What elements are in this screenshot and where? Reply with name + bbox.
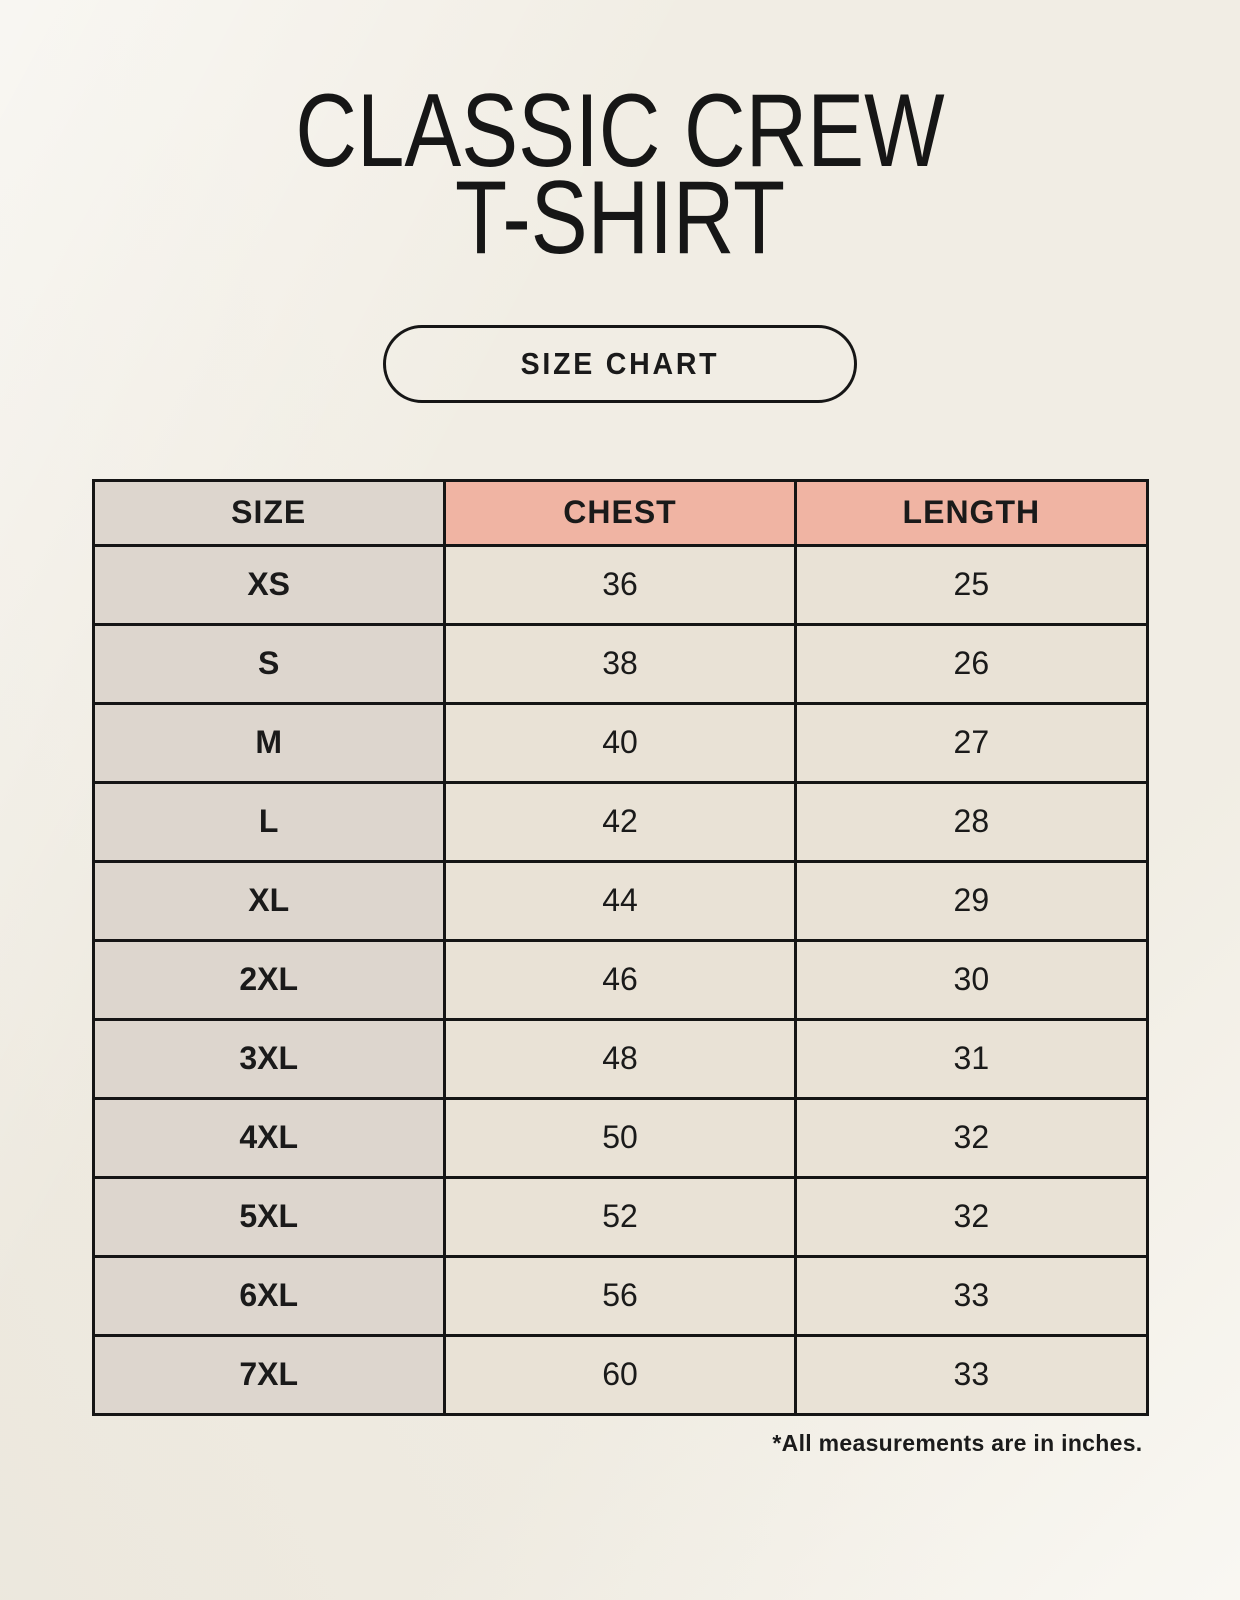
length-cell: 32: [794, 1096, 1149, 1179]
size-cell: 4XL: [91, 1096, 446, 1179]
size-chart-table: SIZE CHEST LENGTH XS 36 25 S 38 26 M 40 …: [91, 478, 1149, 1416]
chest-cell: 50: [442, 1096, 798, 1179]
chest-cell: 40: [442, 701, 798, 784]
size-cell: 7XL: [91, 1333, 446, 1416]
table-row: L 42 28: [91, 780, 1149, 863]
size-cell: S: [91, 622, 446, 705]
length-cell: 33: [794, 1254, 1149, 1337]
header-size: SIZE: [91, 478, 446, 547]
chest-cell: 38: [442, 622, 798, 705]
table-row: 3XL 48 31: [91, 1017, 1149, 1100]
size-cell: M: [91, 701, 446, 784]
table-row: M 40 27: [91, 701, 1149, 784]
length-cell: 27: [794, 701, 1149, 784]
header-length: LENGTH: [794, 478, 1149, 547]
size-chart-badge-label: SIZE CHART: [520, 345, 720, 381]
table-row: XL 44 29: [91, 859, 1149, 942]
chest-cell: 46: [442, 938, 798, 1021]
table-header-row: SIZE CHEST LENGTH: [91, 478, 1149, 547]
header-chest: CHEST: [442, 478, 798, 547]
table-row: S 38 26: [91, 622, 1149, 705]
size-cell: 2XL: [91, 938, 446, 1021]
length-cell: 32: [794, 1175, 1149, 1258]
size-cell: 3XL: [91, 1017, 446, 1100]
table-row: 2XL 46 30: [91, 938, 1149, 1021]
length-cell: 30: [794, 938, 1149, 1021]
length-cell: 33: [794, 1333, 1149, 1416]
size-cell: 5XL: [91, 1175, 446, 1258]
chest-cell: 52: [442, 1175, 798, 1258]
length-cell: 25: [794, 543, 1149, 626]
size-cell: 6XL: [91, 1254, 446, 1337]
size-cell: XS: [91, 543, 446, 626]
chest-cell: 36: [442, 543, 798, 626]
chest-cell: 42: [442, 780, 798, 863]
table-row: 7XL 60 33: [91, 1333, 1149, 1416]
chest-cell: 60: [442, 1333, 798, 1416]
page-title-line-2: T-SHIRT: [454, 160, 786, 277]
measurements-footnote: *All measurements are in inches.: [772, 1429, 1143, 1456]
chest-cell: 48: [442, 1017, 798, 1100]
page-title-line-1: CLASSIC CREW: [295, 73, 945, 189]
chest-cell: 44: [442, 859, 798, 942]
page-title: CLASSIC CREW T-SHIRT: [0, 0, 1240, 277]
table-row: 4XL 50 32: [91, 1096, 1149, 1179]
length-cell: 28: [794, 780, 1149, 863]
table-row: 5XL 52 32: [91, 1175, 1149, 1258]
size-cell: L: [91, 780, 446, 863]
size-cell: XL: [91, 859, 446, 942]
chest-cell: 56: [442, 1254, 798, 1337]
table-row: 6XL 56 33: [91, 1254, 1149, 1337]
length-cell: 31: [794, 1017, 1149, 1100]
table-row: XS 36 25: [91, 543, 1149, 626]
size-chart-badge[interactable]: SIZE CHART: [383, 324, 857, 403]
length-cell: 26: [794, 622, 1149, 705]
length-cell: 29: [794, 859, 1149, 942]
